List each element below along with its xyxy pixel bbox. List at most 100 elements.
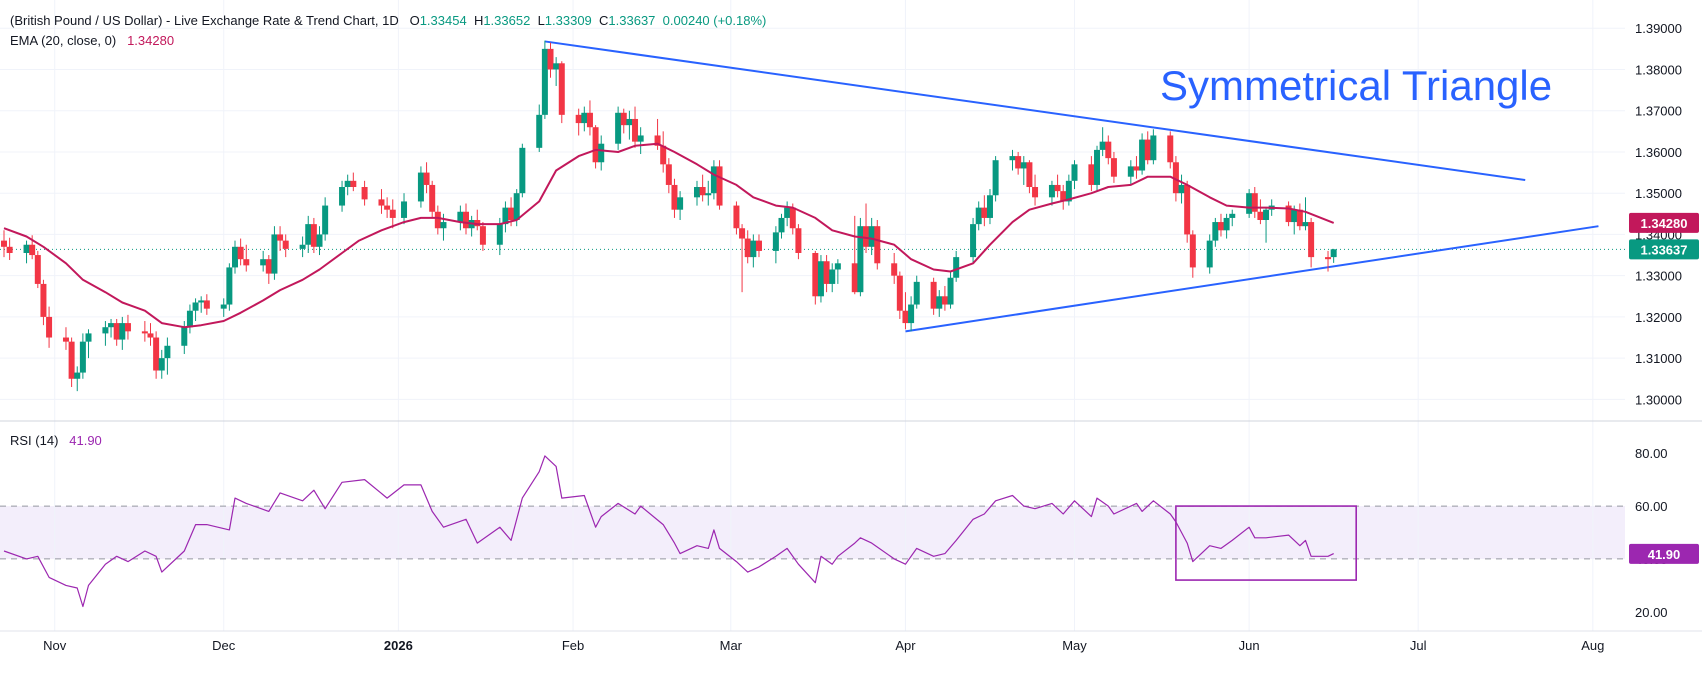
close-label: C [599, 13, 609, 28]
candle-body [463, 211, 469, 229]
candle-body [772, 232, 779, 251]
candle-body [74, 372, 81, 379]
rsi-line [3, 455, 1334, 608]
candle-body [975, 207, 982, 225]
candle-body [361, 187, 368, 200]
ema-legend[interactable]: EMA (20, close, 0) 1.34280 [10, 33, 174, 48]
candle-body [1285, 205, 1292, 223]
price-tick-label: 1.35000 [1635, 186, 1682, 201]
pattern-annotation[interactable]: Symmetrical Triangle [1160, 62, 1553, 109]
candle-body [660, 145, 667, 165]
last-price-badge-text: 1.33637 [1641, 242, 1688, 257]
symbol-legend[interactable]: (British Pound / US Dollar) - Live Excha… [10, 13, 766, 28]
candle-body [1105, 141, 1112, 159]
candle-body [851, 263, 858, 293]
rsi-value-badge-text: 41.90 [1648, 547, 1681, 562]
candle-body [198, 300, 205, 303]
trendlines[interactable] [544, 40, 1599, 333]
candle-body [637, 135, 644, 142]
candle-body [750, 240, 757, 258]
price-tick-label: 1.30000 [1635, 392, 1682, 407]
candle-body [913, 281, 920, 305]
candle-body [147, 333, 154, 338]
time-axis-label: May [1062, 638, 1087, 653]
rsi-highlight-box [1175, 505, 1357, 581]
candle-body [710, 166, 717, 194]
symbol-title: (British Pound / US Dollar) - Live Excha… [10, 13, 399, 28]
candle-body [265, 259, 272, 274]
candle-body [936, 296, 943, 309]
candle-body [1127, 166, 1134, 177]
candle-body [299, 244, 306, 249]
last-price-badge-bg [1629, 239, 1699, 260]
candle-body [141, 331, 148, 334]
open-label: O [409, 13, 420, 28]
candle-body [558, 63, 565, 115]
candle-body [784, 207, 791, 218]
candle-body [85, 333, 92, 342]
candle-body [1302, 222, 1309, 227]
candle-body [654, 135, 661, 146]
candle-body [620, 112, 627, 126]
candle-body [586, 112, 593, 128]
price-tick-label: 1.38000 [1635, 62, 1682, 77]
candle-body [857, 226, 864, 293]
rsi-value-badge-bg [1629, 543, 1699, 564]
candle-body [970, 224, 977, 258]
candle-body [271, 234, 278, 274]
candle-body [192, 302, 199, 311]
candle-body [440, 222, 447, 229]
low-label: L [537, 13, 545, 28]
candle-body [1088, 164, 1095, 185]
candle-body [1133, 166, 1140, 171]
candle-body [40, 283, 47, 317]
candle-body [1206, 240, 1213, 268]
candle-body [1139, 139, 1146, 171]
candle-body [947, 277, 954, 305]
candle-body [812, 252, 819, 297]
close-value: 1.33637 [608, 13, 656, 28]
candle-body [553, 63, 560, 70]
candle-body [277, 234, 284, 241]
candle-body [547, 48, 554, 70]
ema-legend-value: 1.34280 [127, 33, 175, 48]
candle-body [344, 180, 351, 188]
rsi-pane-background [0, 506, 1625, 559]
candle-body [260, 259, 267, 266]
candle-body [541, 48, 548, 115]
candle-body [1263, 209, 1270, 220]
candle-body [305, 224, 312, 245]
candle-body [1150, 135, 1157, 161]
candle-body [417, 172, 424, 202]
candle-body [1223, 217, 1230, 231]
candle-body [953, 257, 960, 278]
candle-body [108, 323, 115, 328]
rsi-legend[interactable]: RSI (14) 41.90 [10, 433, 102, 448]
candle-body [778, 217, 785, 233]
ema-value-badge-text: 1.34280 [1641, 216, 1688, 231]
time-axis-label: Apr [895, 638, 916, 653]
candle-body [699, 187, 706, 196]
candle-body [1257, 211, 1264, 220]
candle-body [834, 263, 841, 270]
candle-body [795, 228, 802, 253]
candle-body [1189, 234, 1196, 268]
rsi-legend-value: 41.90 [69, 433, 102, 448]
time-axis-label: Aug [1581, 638, 1604, 653]
candle-body [389, 209, 396, 218]
candle-body [153, 337, 160, 371]
candle-body [1026, 162, 1033, 188]
rsi-tick-label: 20.00 [1635, 605, 1668, 620]
candle-body [789, 207, 796, 229]
candle-body [113, 323, 120, 340]
rsi-band [0, 506, 1625, 559]
candle-body [665, 164, 672, 185]
candle-body [705, 193, 712, 196]
candle-body [1065, 180, 1072, 202]
candle-body [102, 327, 109, 334]
candle-body [1330, 249, 1337, 258]
candle-body [1167, 135, 1174, 163]
candle-body [384, 205, 391, 210]
